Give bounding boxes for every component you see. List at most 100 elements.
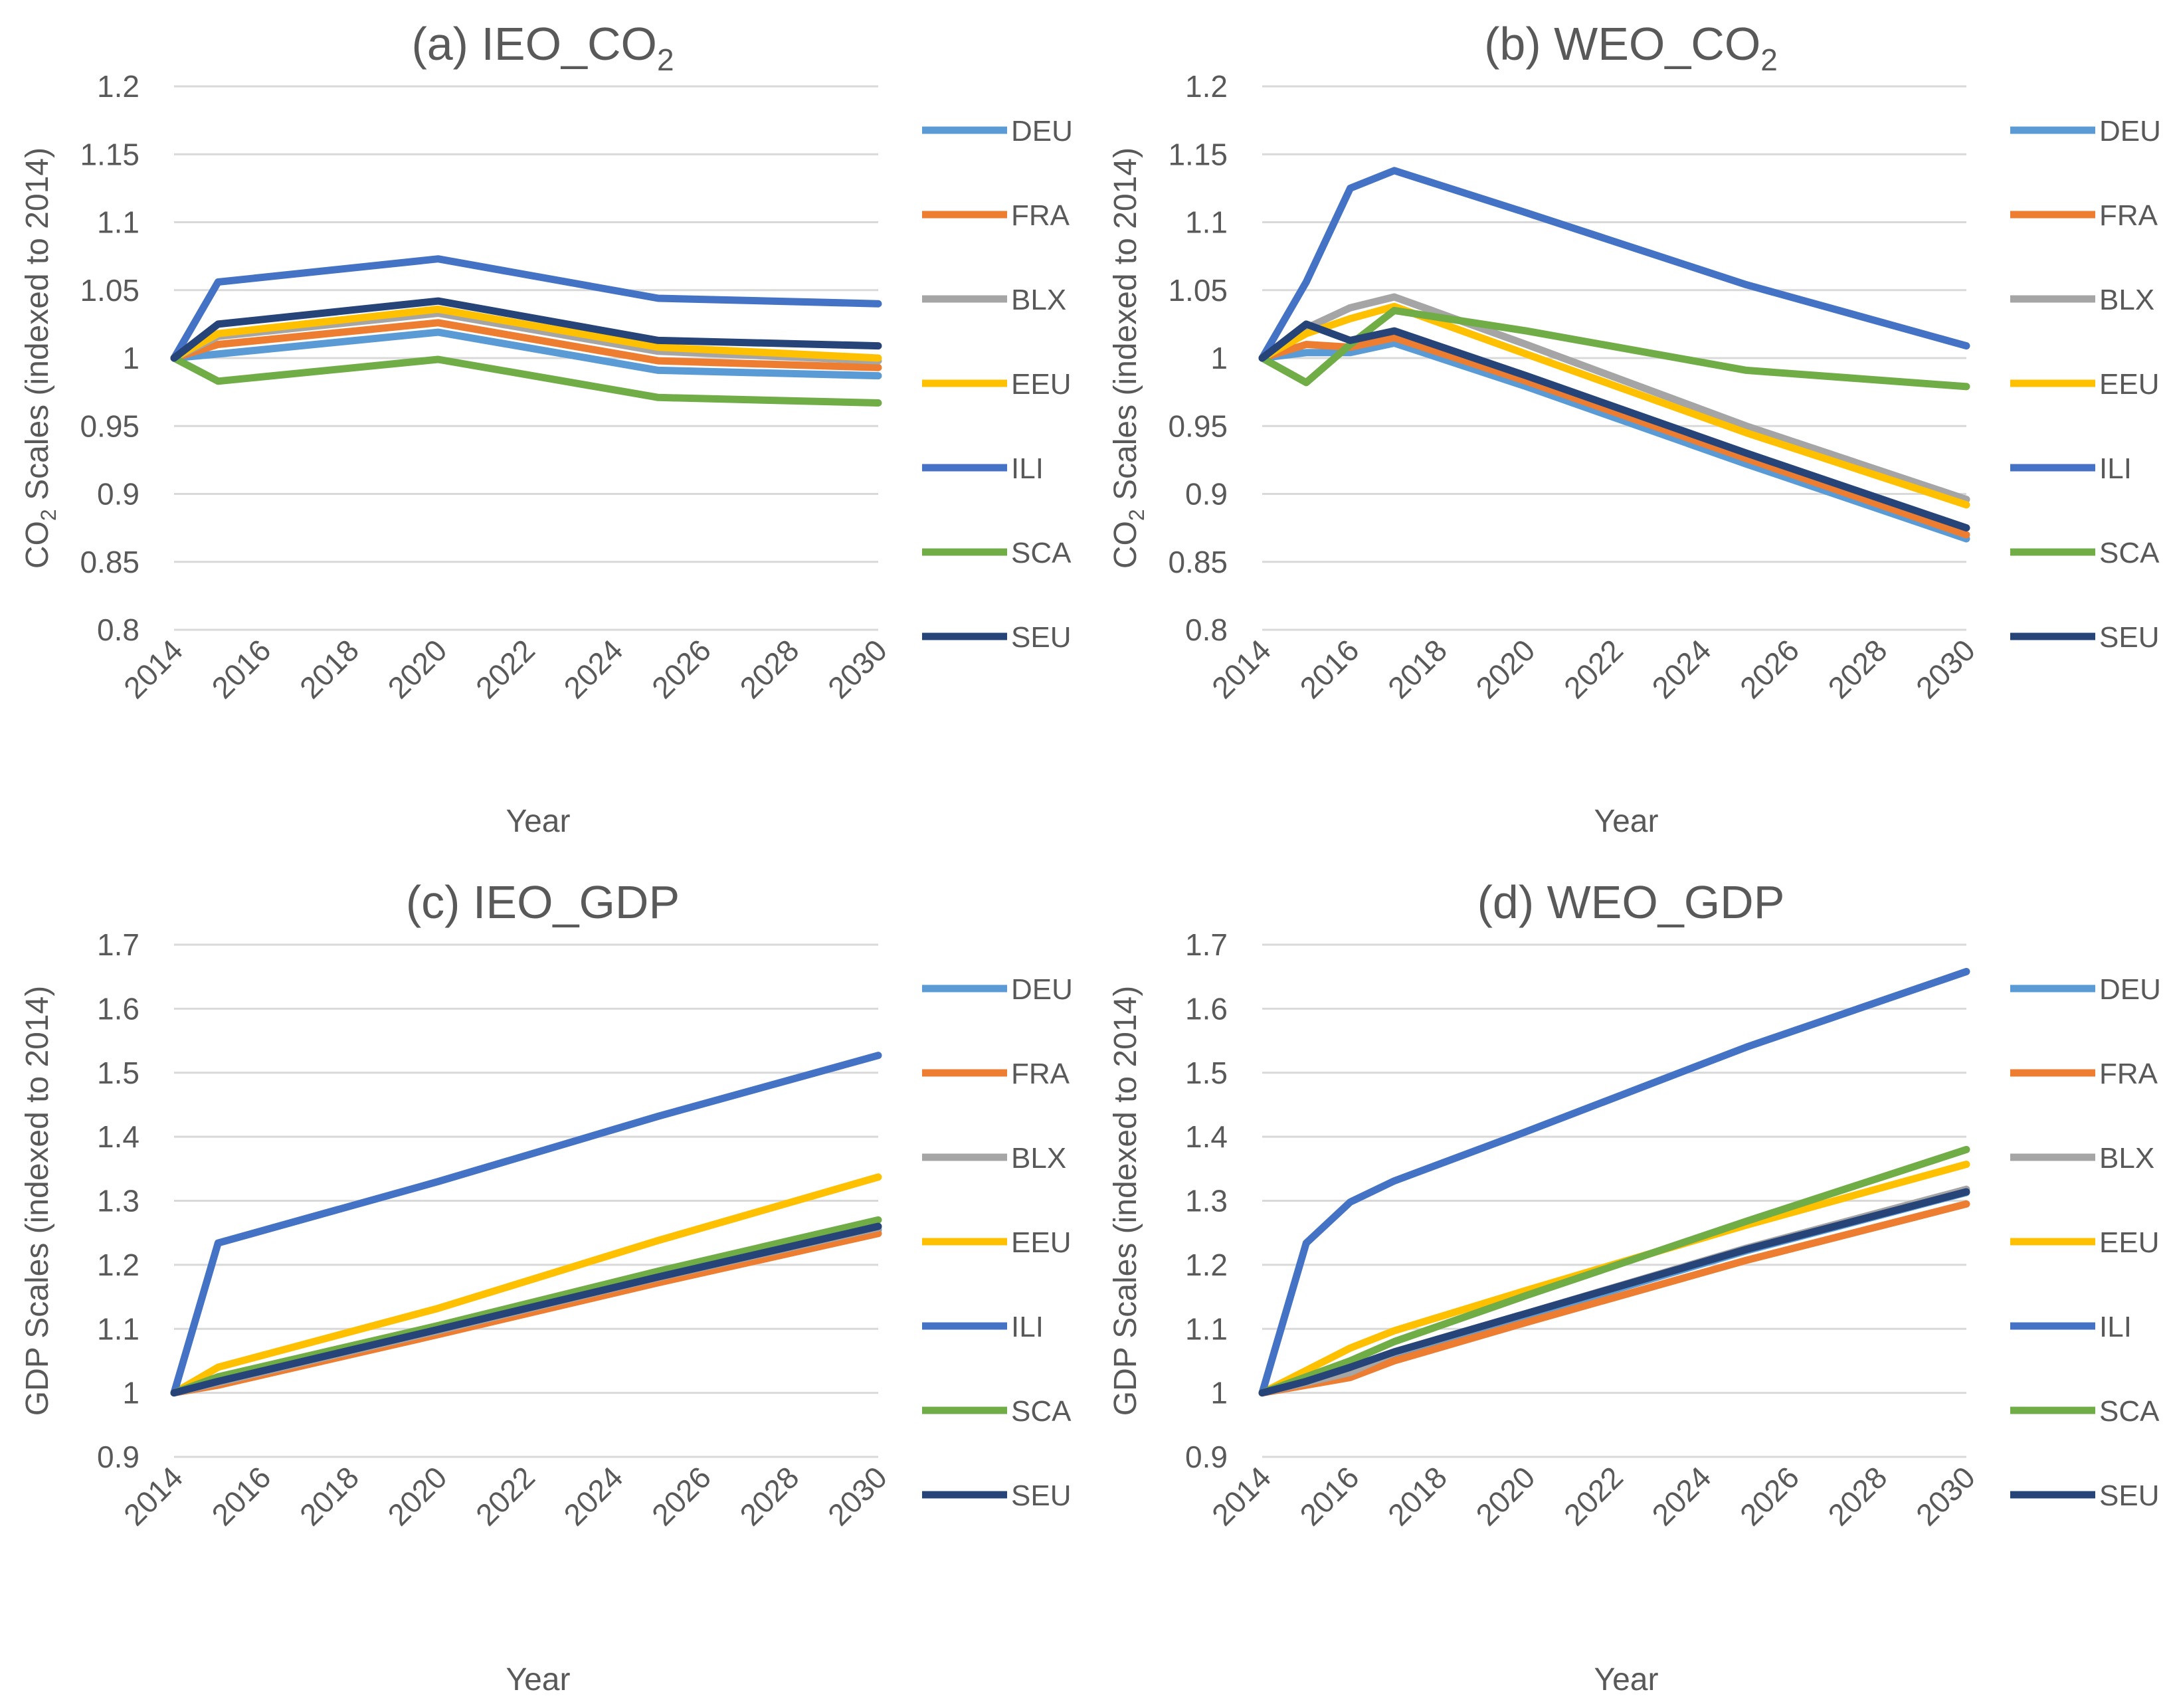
legend-label-fra: FRA xyxy=(1011,1058,1070,1090)
y-tick-label: 1.1 xyxy=(97,205,140,240)
legend-label-fra: FRA xyxy=(1011,199,1070,232)
y-tick-label: 0.8 xyxy=(97,613,140,647)
legend-label-seu: SEU xyxy=(2099,621,2159,654)
x-tick-label: 2018 xyxy=(293,632,365,705)
x-tick-label: 2026 xyxy=(1733,1460,1806,1532)
series-line-eeu xyxy=(170,305,882,362)
y-tick-label: 1 xyxy=(122,1376,140,1410)
legend-label-deu: DEU xyxy=(1011,115,1073,147)
y-tick-label: 0.8 xyxy=(1185,613,1228,647)
chart-title: (c) IEO_GDP xyxy=(406,876,680,928)
chart-panel-c: (c) IEO_GDP0.911.11.21.31.41.51.61.72014… xyxy=(20,876,1073,1697)
y-tick-label: 1.15 xyxy=(1168,137,1228,171)
x-tick-label: 2024 xyxy=(1645,632,1717,705)
chart-title: (d) WEO_GDP xyxy=(1477,876,1785,928)
x-tick-label: 2016 xyxy=(1293,632,1365,705)
x-tick-label: 2020 xyxy=(1469,1460,1541,1532)
x-tick-label: 2030 xyxy=(1909,632,1982,705)
x-tick-label: 2018 xyxy=(293,1460,365,1532)
legend-label-deu: DEU xyxy=(2099,973,2161,1006)
x-tick-label: 2028 xyxy=(1821,1460,1893,1532)
legend-label-seu: SEU xyxy=(2099,1479,2159,1512)
series-line-deu xyxy=(170,328,882,380)
y-tick-label: 0.9 xyxy=(97,1440,140,1474)
x-tick-label: 2024 xyxy=(1645,1460,1717,1532)
series-line-ili xyxy=(170,255,882,362)
x-tick-label: 2022 xyxy=(469,632,541,705)
series-line-seu xyxy=(170,1222,882,1397)
legend-label-blx: BLX xyxy=(1011,1142,1066,1175)
series-line-ili xyxy=(1258,968,1970,1397)
y-tick-label: 0.85 xyxy=(1168,545,1228,579)
legend-label-fra: FRA xyxy=(2099,199,2158,232)
y-axis-label: CO2 Scales (indexed to 2014) xyxy=(1108,147,1149,569)
series-line-sca xyxy=(1258,306,1970,391)
x-tick-label: 2026 xyxy=(1733,632,1806,705)
x-axis-label: Year xyxy=(506,804,571,839)
legend-label-deu: DEU xyxy=(1011,973,1073,1006)
series-line-sca xyxy=(170,354,882,407)
series-line-fra xyxy=(1258,333,1970,539)
x-tick-label: 2016 xyxy=(205,632,277,705)
chart-title: (a) IEO_CO2 xyxy=(411,18,674,77)
y-tick-label: 1.05 xyxy=(1168,273,1228,308)
chart-title-subscript: 2 xyxy=(657,43,674,77)
y-tick-label: 1.05 xyxy=(80,273,140,308)
legend-label-blx: BLX xyxy=(2099,284,2154,316)
y-tick-label: 0.9 xyxy=(1185,477,1228,512)
series-line-sca xyxy=(1258,1145,1970,1397)
chart-panel-a: (a) IEO_CO20.80.850.90.9511.051.11.151.2… xyxy=(20,18,1073,839)
x-tick-label: 2024 xyxy=(557,1460,629,1532)
x-tick-label: 2020 xyxy=(381,1460,453,1532)
y-tick-label: 0.95 xyxy=(1168,409,1228,443)
legend-label-seu: SEU xyxy=(1011,621,1071,654)
y-axis-label-subscript: 2 xyxy=(37,509,60,521)
series-line-eeu xyxy=(170,1173,882,1397)
x-tick-label: 2016 xyxy=(205,1460,277,1532)
x-axis-label: Year xyxy=(1594,804,1659,839)
y-tick-label: 1.2 xyxy=(97,69,140,104)
x-tick-label: 2030 xyxy=(821,632,894,705)
y-tick-label: 1.2 xyxy=(97,1248,140,1282)
x-tick-label: 2022 xyxy=(1557,632,1630,705)
x-axis-label: Year xyxy=(1594,1662,1659,1697)
chart-title-subscript: 2 xyxy=(1760,43,1778,77)
chart-panel-d: (d) WEO_GDP0.911.11.21.31.41.51.61.72014… xyxy=(1108,876,2161,1697)
legend-label-sca: SCA xyxy=(2099,537,2160,569)
y-tick-label: 1 xyxy=(1210,341,1228,375)
legend-label-ili: ILI xyxy=(1011,452,1044,485)
y-axis-label-rest: Scales (indexed to 2014) xyxy=(1108,147,1143,509)
legend-label-blx: BLX xyxy=(2099,1142,2154,1175)
x-tick-label: 2024 xyxy=(557,632,629,705)
chart-title-main: (d) WEO_GDP xyxy=(1477,876,1785,928)
legend-label-eeu: EEU xyxy=(2099,1226,2159,1259)
y-tick-label: 1.4 xyxy=(1185,1119,1228,1154)
x-tick-label: 2022 xyxy=(1557,1460,1630,1532)
y-axis-label-rest: Scales (indexed to 2014) xyxy=(20,147,55,509)
chart-title: (b) WEO_CO2 xyxy=(1484,18,1778,77)
y-tick-label: 0.95 xyxy=(80,409,140,443)
legend-label-ili: ILI xyxy=(2099,452,2132,485)
x-tick-label: 2030 xyxy=(821,1460,894,1532)
legend-label-eeu: EEU xyxy=(1011,1226,1071,1259)
x-tick-label: 2018 xyxy=(1381,1460,1454,1532)
y-tick-label: 1.3 xyxy=(1185,1184,1228,1218)
x-tick-label: 2018 xyxy=(1381,632,1454,705)
y-tick-label: 1 xyxy=(1210,1376,1228,1410)
chart-panel-b: (b) WEO_CO20.80.850.90.9511.051.11.151.2… xyxy=(1108,18,2161,839)
series-line-ili xyxy=(170,1052,882,1397)
y-axis-label: GDP Scales (indexed to 2014) xyxy=(20,986,55,1416)
y-tick-label: 1.7 xyxy=(1185,927,1228,962)
legend-label-eeu: EEU xyxy=(1011,368,1071,401)
x-tick-label: 2030 xyxy=(1909,1460,1982,1532)
series-line-deu xyxy=(1258,339,1970,543)
y-tick-label: 1.5 xyxy=(1185,1056,1228,1090)
legend-label-ili: ILI xyxy=(2099,1311,2132,1343)
x-tick-label: 2016 xyxy=(1293,1460,1365,1532)
legend-label-sca: SCA xyxy=(2099,1395,2160,1428)
y-axis-label-subscript: 2 xyxy=(1125,509,1149,521)
x-tick-label: 2022 xyxy=(469,1460,541,1532)
chart-title-main: (c) IEO_GDP xyxy=(406,876,680,928)
series-line-seu xyxy=(170,297,882,362)
